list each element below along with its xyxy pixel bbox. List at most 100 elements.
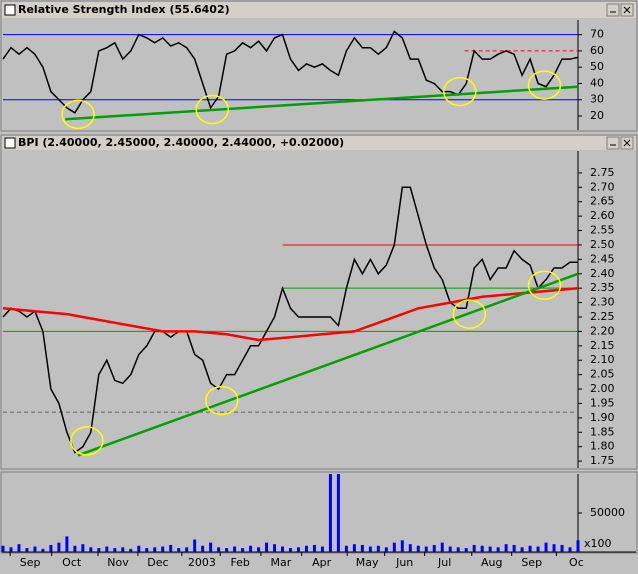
volume-bar xyxy=(281,546,285,552)
y-tick-label: 2.20 xyxy=(590,324,615,337)
volume-bar xyxy=(49,544,53,552)
y-tick-label: 30 xyxy=(590,93,604,106)
highlight-circle xyxy=(195,94,229,125)
y-tick-label: 70 xyxy=(590,28,604,41)
y-tick-label: 1.95 xyxy=(590,396,615,409)
volume-bar xyxy=(544,542,548,552)
volume-bar xyxy=(129,548,133,552)
highlight-circle xyxy=(527,70,562,100)
volume-bar xyxy=(257,547,261,552)
highlight-circle xyxy=(452,299,487,329)
volume-bar xyxy=(560,544,564,552)
volume-bar xyxy=(552,544,556,552)
volume-bar xyxy=(336,474,340,552)
volume-bar xyxy=(576,540,580,552)
x-tick-label: Feb xyxy=(230,556,249,569)
volume-bar xyxy=(312,544,316,552)
volume-bar xyxy=(241,548,245,552)
y-tick-label: 20 xyxy=(590,109,604,122)
volume-bar xyxy=(504,544,508,552)
y-tick-label: 2.25 xyxy=(590,310,615,323)
volume-bar xyxy=(480,545,484,552)
volume-bar xyxy=(177,548,181,552)
volume-bar xyxy=(376,545,380,552)
x-tick-label: May xyxy=(356,556,379,569)
volume-bar xyxy=(153,547,157,552)
volume-bar xyxy=(320,546,324,552)
volume-bar xyxy=(496,547,500,552)
volume-bar xyxy=(424,546,428,552)
volume-bar xyxy=(9,547,13,552)
volume-bar xyxy=(41,548,45,552)
volume-bar xyxy=(384,547,388,552)
y-tick-label: 40 xyxy=(590,76,604,89)
volume-bar xyxy=(304,545,308,552)
y-tick-label: 50 xyxy=(590,60,604,73)
volume-bar xyxy=(368,546,372,552)
trend-line xyxy=(77,272,579,457)
y-tick-label: 60 xyxy=(590,44,604,57)
volume-bar xyxy=(193,539,197,552)
volume-bar xyxy=(105,546,109,552)
x-tick-label: Dec xyxy=(147,556,168,569)
volume-bar xyxy=(249,545,253,552)
volume-bar xyxy=(185,547,189,552)
volume-bar xyxy=(392,542,396,552)
volume-bar xyxy=(296,547,300,552)
volume-bar xyxy=(25,548,29,552)
volume-bar xyxy=(520,547,524,552)
volume-bar xyxy=(169,544,173,552)
highlight-circle xyxy=(70,426,104,456)
trend-line xyxy=(65,85,579,121)
x-tick-label: Jul xyxy=(437,556,451,569)
volume-bar xyxy=(344,545,348,552)
y-tick-label: 2.70 xyxy=(590,180,615,193)
x-tick-label: Apr xyxy=(312,556,332,569)
volume-bar xyxy=(448,546,452,552)
volume-bar xyxy=(1,545,5,552)
volume-bar xyxy=(432,544,436,552)
volume-bar xyxy=(73,545,77,552)
volume-bar xyxy=(209,542,213,552)
volume-bar xyxy=(233,546,237,552)
y-tick-label: 1.85 xyxy=(590,425,615,438)
volume-bar xyxy=(57,542,61,552)
volume-bar xyxy=(17,544,21,552)
volume-bar xyxy=(400,540,404,552)
volume-bar xyxy=(89,547,93,552)
volume-bar xyxy=(512,544,516,552)
rsi-title: Relative Strength Index (55.6402) xyxy=(18,3,230,16)
volume-bar xyxy=(81,544,85,552)
x-tick-label: Sep xyxy=(521,556,542,569)
y-tick-label: 2.35 xyxy=(590,281,615,294)
x-tick-label: 2003 xyxy=(188,556,216,569)
volume-bar xyxy=(352,544,356,552)
y-tick-label: 50000 xyxy=(590,506,625,519)
highlight-circle xyxy=(61,99,95,130)
volume-bar xyxy=(137,545,141,552)
y-tick-label: 2.60 xyxy=(590,209,615,222)
y-tick-label: 1.75 xyxy=(590,454,615,467)
volume-bar xyxy=(217,547,221,552)
volume-bar xyxy=(360,544,364,552)
x-tick-label: Nov xyxy=(107,556,129,569)
volume-bar xyxy=(456,547,460,552)
volume-bar xyxy=(265,542,269,552)
volume-bar xyxy=(408,544,412,552)
x-tick-label: Oct xyxy=(62,556,82,569)
volume-bar xyxy=(416,545,420,552)
volume-bar xyxy=(33,546,37,552)
y-tick-label: 2.45 xyxy=(590,252,615,265)
y-tick-label: 2.30 xyxy=(590,296,615,309)
volume-bar xyxy=(225,548,229,552)
y-tick-label: 2.55 xyxy=(590,224,615,237)
volume-bar xyxy=(201,545,205,552)
volume-bar xyxy=(121,547,125,552)
volume-bar xyxy=(273,544,277,552)
y-tick-label: 2.15 xyxy=(590,339,615,352)
y-tick-label: 2.05 xyxy=(590,368,615,381)
volume-bar xyxy=(464,548,468,552)
series-line xyxy=(2,30,579,114)
